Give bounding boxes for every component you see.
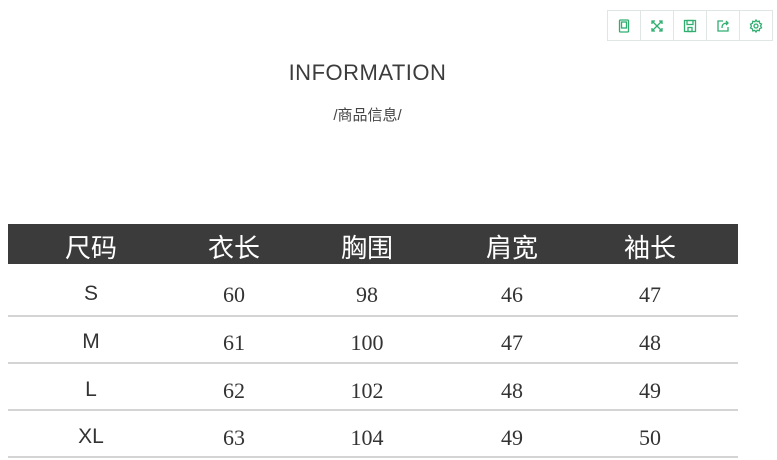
tablet-view-button[interactable] (608, 11, 641, 40)
row-divider (8, 456, 738, 458)
header-length: 衣长 (207, 234, 260, 264)
table-header: 尺码 衣长 胸围 肩宽 袖长 (8, 224, 738, 264)
measure-cell: 61 (223, 330, 245, 355)
measure-cell: 48 (639, 330, 661, 355)
measure-cell: 47 (639, 282, 661, 307)
measure-cell: 62 (223, 378, 245, 403)
row-divider (8, 409, 738, 411)
measure-cell: 48 (501, 378, 523, 403)
measure-cell: 100 (350, 330, 384, 355)
header-chest: 胸围 (340, 234, 393, 264)
settings-button[interactable] (740, 11, 772, 40)
save-button[interactable] (674, 11, 707, 40)
header-sleeve: 袖长 (623, 234, 676, 264)
fullscreen-button[interactable] (641, 11, 674, 40)
measure-cell: 50 (639, 425, 661, 450)
measure-cell: 63 (223, 425, 245, 450)
table-row: S 60 98 46 47 (8, 270, 738, 316)
fullscreen-icon (651, 19, 663, 32)
measure-cell: 49 (501, 425, 523, 450)
save-icon (683, 19, 697, 32)
share-icon (717, 19, 729, 32)
measure-cell: 46 (501, 282, 523, 307)
table-row: L 62 102 48 49 (8, 366, 738, 412)
size-cell: XL (78, 425, 104, 448)
size-cell: M (82, 330, 100, 353)
measure-cell: 47 (501, 330, 523, 355)
settings-icon (749, 18, 763, 33)
measure-cell: 104 (350, 425, 384, 450)
page-title: INFORMATION (288, 60, 447, 85)
measure-cell: 49 (639, 378, 661, 403)
share-button[interactable] (707, 11, 740, 40)
size-cell: L (85, 378, 97, 401)
measure-cell: 60 (223, 282, 245, 307)
header-shoulder: 肩宽 (485, 234, 538, 264)
header-size: 尺码 (64, 234, 117, 264)
size-cell: S (83, 282, 98, 305)
tablet-icon (618, 18, 630, 33)
table-row: XL 63 104 49 50 (8, 413, 738, 459)
row-divider (8, 362, 738, 364)
table-row: M 61 100 47 48 (8, 318, 738, 364)
measure-cell: 102 (350, 378, 384, 403)
image-toolbar (607, 10, 773, 41)
page-subtitle: /商品信息/ (333, 107, 402, 124)
measure-cell: 98 (356, 282, 378, 307)
row-divider (8, 315, 738, 317)
